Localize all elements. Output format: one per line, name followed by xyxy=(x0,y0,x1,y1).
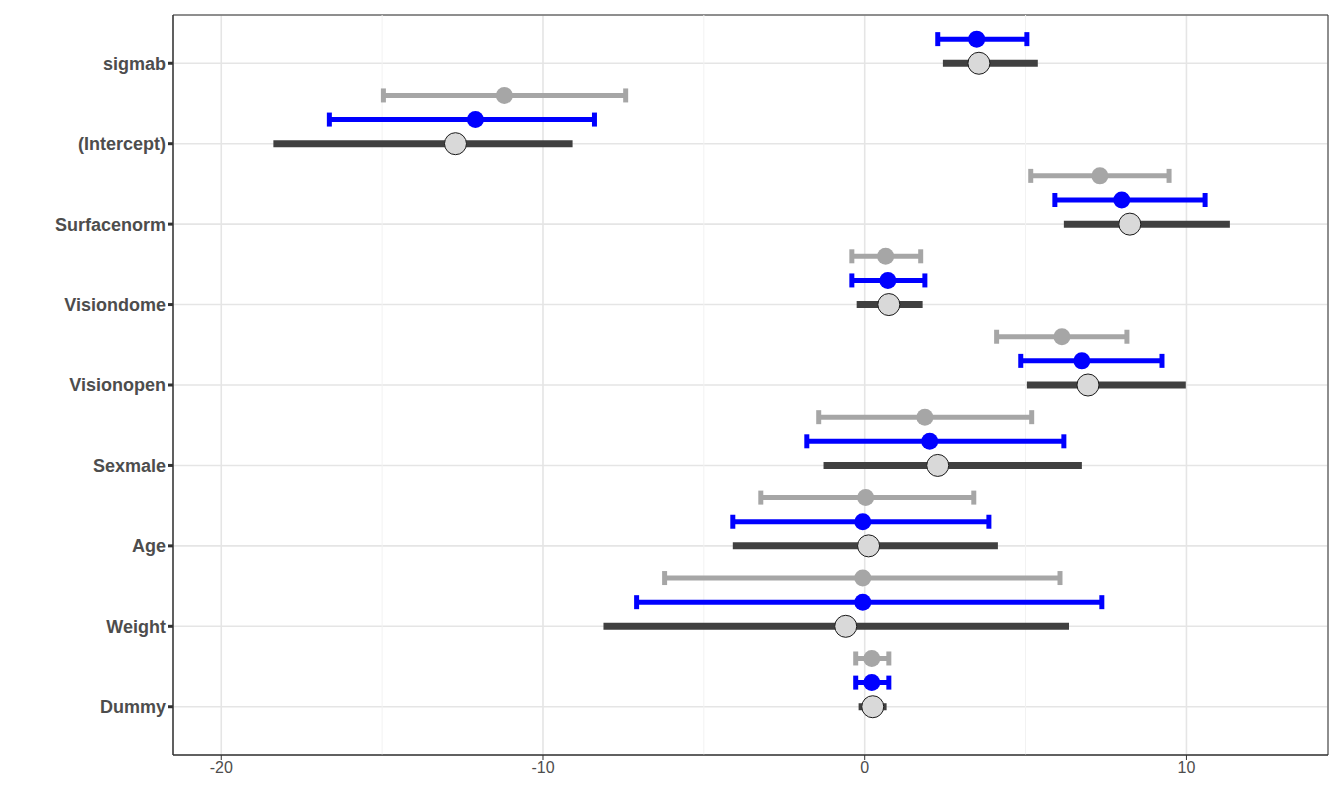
svg-text:Dummy: Dummy xyxy=(100,697,166,717)
svg-text:Age: Age xyxy=(132,536,166,556)
svg-text:-10: -10 xyxy=(531,759,554,776)
svg-text:Sexmale: Sexmale xyxy=(93,456,166,476)
svg-text:Visiondome: Visiondome xyxy=(64,295,166,315)
svg-text:Visionopen: Visionopen xyxy=(69,375,166,395)
svg-text:sigmab: sigmab xyxy=(103,54,166,74)
svg-text:10: 10 xyxy=(1178,759,1196,776)
svg-text:(Intercept): (Intercept) xyxy=(78,134,166,154)
svg-text:Weight: Weight xyxy=(106,617,166,637)
svg-text:-20: -20 xyxy=(210,759,233,776)
svg-text:Surfacenorm: Surfacenorm xyxy=(55,215,166,235)
svg-text:0: 0 xyxy=(860,759,869,776)
